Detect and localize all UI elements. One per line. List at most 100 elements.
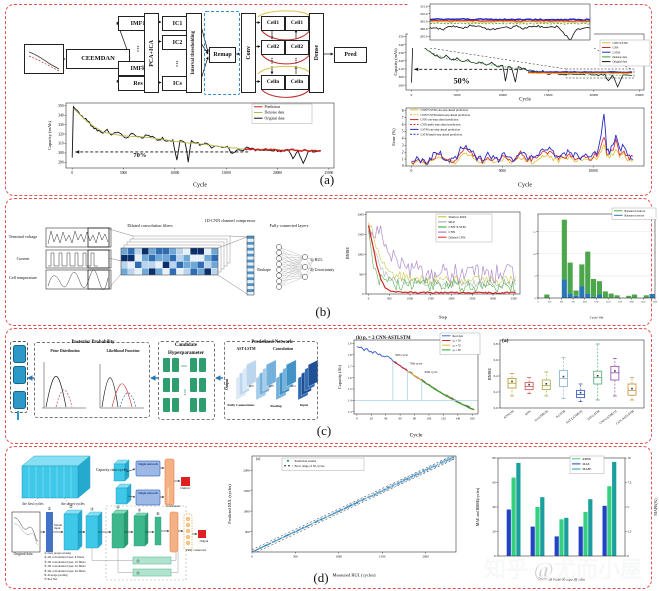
- svg-text:310.0: 310.0: [420, 12, 428, 16]
- output-vertical-label: Output: [225, 378, 229, 390]
- svg-text:2.5: 2.5: [627, 530, 631, 534]
- svg-text:10000: 10000: [498, 93, 507, 97]
- svg-text:250: 250: [548, 302, 551, 304]
- rul-scatter-chart: (a) 0 500 1000 1500 2000 500 1000 1500 2000 Measur…: [227, 455, 457, 578]
- flow-box-cell2-b: Cell2: [285, 40, 309, 55]
- flow-box-pca-ica: PCA+ICA: [144, 13, 159, 93]
- svg-text:3500: 3500: [511, 296, 517, 300]
- svg-text:330: 330: [58, 123, 64, 127]
- imf-ellipsis: ⋮: [135, 45, 142, 53]
- cycle-life-histogram: 0 250 500 750 1000 1250 1500 1750 2000 2250 2500 0 5…: [533, 207, 657, 320]
- svg-text:90th cycle: 90th cycle: [425, 370, 438, 374]
- svg-text:330: 330: [399, 51, 404, 55]
- cand-dots-h: ⋯: [181, 364, 187, 370]
- panel-d-label: (d): [313, 570, 329, 585]
- posterior-box: [34, 342, 150, 418]
- panel-d: [5, 446, 652, 589]
- cand-dots-v: ⋮: [182, 389, 188, 396]
- prior-label: Prior Distribution: [50, 349, 80, 353]
- svg-text:20: 20: [492, 530, 496, 534]
- svg-text:1.4: 1.4: [348, 399, 352, 403]
- svg-text:Capacity (mAh): Capacity (mAh): [47, 120, 52, 150]
- bayesian-diagram-svg: ⋯ ⋮: [27, 358, 319, 412]
- svg-text:1000: 1000: [243, 509, 250, 513]
- legend-line-3: ③ 2D convolution layer, 16 filters: [44, 559, 86, 564]
- svg-text:1000: 1000: [583, 302, 587, 304]
- signal-label-temperature: Cell temperature: [8, 275, 38, 280]
- svg-text:2: 2: [402, 150, 404, 154]
- svg-text:500: 500: [245, 530, 250, 534]
- svg-text:40: 40: [492, 505, 496, 509]
- encoder-cell-2: [12, 366, 26, 384]
- legend-line-4: ④ 2D convolution layer, 32 filters: [44, 564, 86, 569]
- svg-text:3: 3: [402, 143, 404, 147]
- svg-text:60: 60: [399, 416, 403, 420]
- svg-text:4: 4: [402, 137, 404, 141]
- svg-text:1500: 1500: [358, 232, 365, 236]
- svg-text:500: 500: [560, 302, 563, 304]
- panel-c: [5, 328, 652, 444]
- block-num-4: ④: [116, 505, 120, 510]
- svg-text:Original data: Original data: [613, 61, 628, 64]
- model-input-label: Model input: [54, 523, 63, 531]
- svg-text:500: 500: [359, 272, 364, 276]
- svg-text:300: 300: [58, 151, 64, 155]
- block-num-6: ⑥: [156, 511, 160, 516]
- svg-text:1: 1: [402, 157, 404, 161]
- panel-a: [5, 4, 652, 196]
- flow-box-ceemdan: CEEMDAN: [66, 49, 130, 69]
- svg-text:LSTM one-step ahead prediction: LSTM one-step ahead prediction: [421, 128, 461, 132]
- svg-text:1.8: 1.8: [348, 353, 352, 357]
- svg-text:0: 0: [251, 555, 253, 559]
- legend-line-6: ⑥ Average pooling: [44, 573, 68, 578]
- candidate-box: [158, 341, 215, 420]
- svg-text:Denoise data: Denoise data: [265, 111, 285, 115]
- svg-text:0.4: 0.4: [494, 374, 498, 378]
- fully-connections-label: Fully Connections: [227, 403, 255, 407]
- legend-line-2: ② 2D convolution layer, 8 filters: [44, 555, 85, 560]
- svg-text:1.7: 1.7: [348, 364, 352, 368]
- svg-text:10000: 10000: [170, 171, 179, 175]
- svg-text:0: 0: [411, 169, 413, 173]
- mae-rmse-mape-bar-chart: 0 20 40 60 80 0 2.5 5 7.5 10 Deviation value of ca…: [476, 455, 658, 582]
- hyperparameter-grid: [163, 358, 206, 412]
- svg-text:S-LSTM[18]: S-LSTM[18]: [534, 409, 549, 422]
- legend-line-5: ⑤ 2D convolution layer, 64 filters: [44, 568, 86, 573]
- svg-text:0.0: 0.0: [494, 406, 498, 410]
- svg-text:295.0: 295.0: [420, 34, 428, 38]
- svg-text:50th cycle: 50th cycle: [395, 353, 408, 357]
- flow-box-ics: ICs: [162, 76, 193, 91]
- svg-text:MAE and RMSE(cycles): MAE and RMSE(cycles): [476, 487, 480, 526]
- svg-text:(a): (a): [502, 337, 509, 344]
- svg-text:0: 0: [411, 93, 413, 97]
- svg-text:10000: 10000: [589, 169, 598, 173]
- target-cycles-label: the target cycles: [61, 502, 85, 506]
- svg-text:CNN+LSTM one-step ahead predic: CNN+LSTM one-step ahead prediction: [421, 108, 469, 112]
- encoder-cells-box: [10, 341, 28, 413]
- svg-text:(b) pᵣ = 2 CNN-ASTLSTM: (b) pᵣ = 2 CNN-ASTLSTM: [356, 336, 411, 341]
- zhihu-watermark: 知乎 @尤而小屋: [484, 557, 643, 583]
- svg-text:RMSE: RMSE: [345, 247, 350, 260]
- flow-box-cell1-b: Cell1: [285, 16, 309, 31]
- svg-text:1.5: 1.5: [348, 387, 352, 391]
- input-curve-thumbnail: [24, 44, 64, 74]
- svg-text:20000: 20000: [590, 93, 599, 97]
- svg-text:Cycle: Cycle: [519, 98, 531, 103]
- svg-text:AST-LSTM[18]: AST-LSTM[18]: [565, 409, 583, 424]
- svg-text:2000: 2000: [358, 213, 365, 217]
- svg-text:CNN+LSTM multi-step ahead pred: CNN+LSTM multi-step ahead prediction: [421, 113, 471, 117]
- svg-text:Deviation value of capacity ra: Deviation value of capacity ratio: [538, 578, 585, 582]
- candidate-title-2: Hyperparameter: [167, 351, 205, 356]
- svg-text:7.5: 7.5: [627, 481, 631, 485]
- legend-line-1: ① Data preprocessing: [44, 551, 71, 555]
- error-chart: 0 5000 10000 0 1 2 3 4 5 6 7 8 Cycle Error (%) CNN+LST…: [391, 107, 645, 188]
- svg-text:MLP: MLP: [449, 220, 456, 224]
- flow-box-celln-a: Celln: [261, 75, 285, 90]
- capacity-prediction-chart: 70% 0 5000 10000 15000 20000 25000 290 300 310 320…: [47, 102, 335, 188]
- svg-text:140: 140: [456, 416, 461, 420]
- svg-text:CNN: CNN: [449, 230, 456, 234]
- svg-text:0: 0: [627, 554, 629, 558]
- svg-text:3000: 3000: [490, 296, 497, 300]
- svg-text:50%: 50%: [454, 77, 470, 86]
